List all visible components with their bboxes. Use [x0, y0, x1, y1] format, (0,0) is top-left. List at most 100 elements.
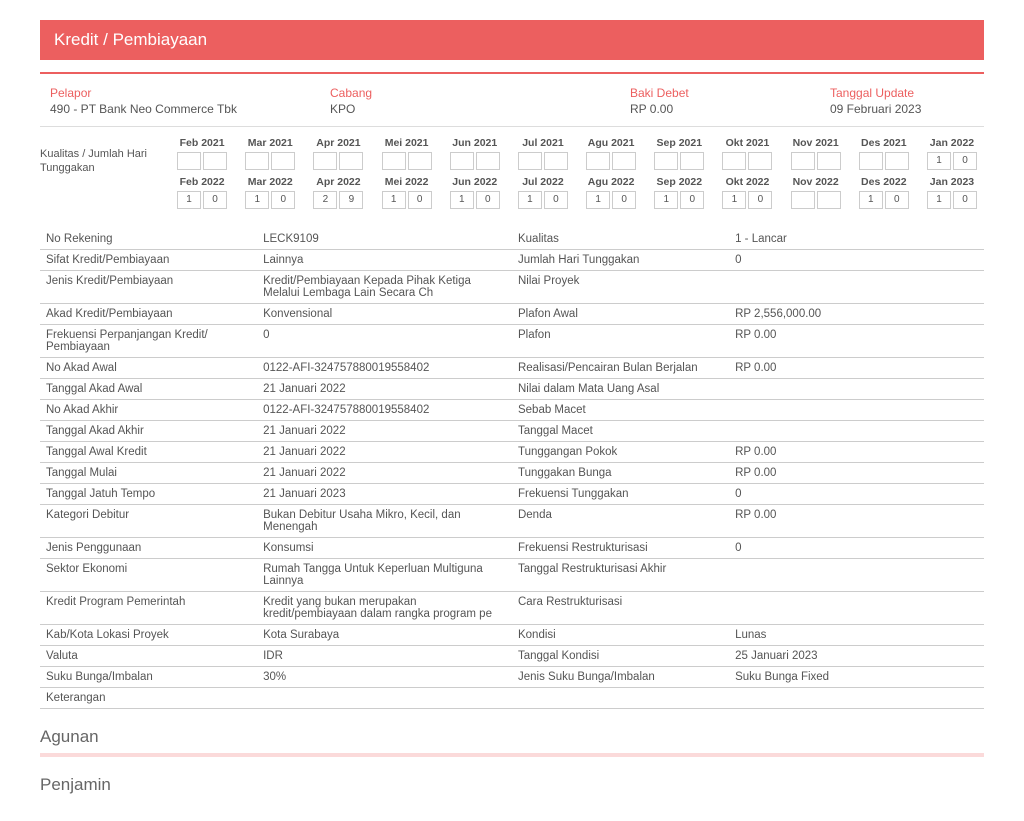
field-label: Jenis Penggunaan — [40, 538, 257, 559]
pelapor-value: 490 - PT Bank Neo Commerce Tbk — [50, 102, 330, 116]
days-cell: 0 — [408, 191, 432, 209]
field-label — [512, 688, 729, 709]
days-cell — [817, 152, 841, 170]
field-value: RP 2,556,000.00 — [729, 304, 984, 325]
field-label: Frekuensi Perpanjangan Kredit/ Pembiayaa… — [40, 325, 257, 358]
days-cell: 0 — [953, 152, 977, 170]
field-value: Konsumsi — [257, 538, 512, 559]
days-cell: 0 — [748, 191, 772, 209]
table-row: Tanggal Akad Awal21 Januari 2022Nilai da… — [40, 379, 984, 400]
field-value: 0 — [257, 325, 512, 358]
month-col: Okt 202210 — [715, 176, 779, 209]
field-label: Keterangan — [40, 688, 257, 709]
month-label: Agu 2022 — [579, 176, 643, 188]
history-row-label: Kualitas / Jumlah Hari Tunggakan — [40, 137, 170, 176]
section-header: Kredit / Pembiayaan — [40, 20, 984, 60]
field-label: Kondisi — [512, 625, 729, 646]
field-label: Sektor Ekonomi — [40, 559, 257, 592]
quality-cell — [791, 152, 815, 170]
month-label: Des 2022 — [852, 176, 916, 188]
month-label: Jun 2022 — [443, 176, 507, 188]
info-tanggal: Tanggal Update 09 Februari 2023 — [830, 86, 974, 116]
field-value — [729, 592, 984, 625]
baki-label: Baki Debet — [630, 86, 830, 100]
table-row: No Akad Awal0122-AFI-324757880019558402R… — [40, 358, 984, 379]
month-label: Apr 2021 — [306, 137, 370, 149]
month-col: Des 202210 — [852, 176, 916, 209]
field-label: Frekuensi Restrukturisasi — [512, 538, 729, 559]
field-label: No Akad Akhir — [40, 400, 257, 421]
table-row: Suku Bunga/Imbalan30%Jenis Suku Bunga/Im… — [40, 667, 984, 688]
month-label: Mar 2021 — [238, 137, 302, 149]
month-label: Des 2021 — [852, 137, 916, 149]
field-value: Suku Bunga Fixed — [729, 667, 984, 688]
month-label: Sep 2021 — [647, 137, 711, 149]
detail-table: No RekeningLECK9109Kualitas1 - LancarSif… — [40, 229, 984, 709]
quality-cell: 1 — [177, 191, 201, 209]
month-label: Nov 2022 — [784, 176, 848, 188]
field-label: Sebab Macet — [512, 400, 729, 421]
quality-cell — [177, 152, 201, 170]
quality-cell — [382, 152, 406, 170]
field-label: Realisasi/Pencairan Bulan Berjalan — [512, 358, 729, 379]
field-value: 21 Januari 2023 — [257, 484, 512, 505]
days-cell — [339, 152, 363, 170]
field-value: IDR — [257, 646, 512, 667]
field-label: Nilai Proyek — [512, 271, 729, 304]
quality-cell — [450, 152, 474, 170]
field-value: Kredit yang bukan merupakan kredit/pembi… — [257, 592, 512, 625]
field-value: 0 — [729, 484, 984, 505]
table-row: Sektor EkonomiRumah Tangga Untuk Keperlu… — [40, 559, 984, 592]
days-cell — [271, 152, 295, 170]
table-row: No Akad Akhir0122-AFI-324757880019558402… — [40, 400, 984, 421]
field-label: Cara Restrukturisasi — [512, 592, 729, 625]
field-value — [729, 688, 984, 709]
quality-cell — [654, 152, 678, 170]
baki-value: RP 0.00 — [630, 102, 830, 116]
quality-cell: 1 — [450, 191, 474, 209]
month-col: Jun 202210 — [443, 176, 507, 209]
field-value: 21 Januari 2022 — [257, 442, 512, 463]
field-label: Jenis Kredit/Pembiayaan — [40, 271, 257, 304]
info-baki: Baki Debet RP 0.00 — [630, 86, 830, 116]
month-label: Jun 2021 — [443, 137, 507, 149]
field-value: RP 0.00 — [729, 325, 984, 358]
field-value: 21 Januari 2022 — [257, 463, 512, 484]
field-label: Tanggal Mulai — [40, 463, 257, 484]
field-value: Rumah Tangga Untuk Keperluan Multiguna L… — [257, 559, 512, 592]
quality-cell: 1 — [382, 191, 406, 209]
table-row: Kab/Kota Lokasi ProyekKota SurabayaKondi… — [40, 625, 984, 646]
tanggal-value: 09 Februari 2023 — [830, 102, 974, 116]
days-cell — [612, 152, 636, 170]
field-label: Kualitas — [512, 229, 729, 250]
days-cell — [408, 152, 432, 170]
field-label: Tanggal Akad Akhir — [40, 421, 257, 442]
month-col: Mei 202210 — [375, 176, 439, 209]
month-label: Jul 2022 — [511, 176, 575, 188]
month-col: Feb 2021 — [170, 137, 234, 170]
field-label: Frekuensi Tunggakan — [512, 484, 729, 505]
quality-cell: 1 — [245, 191, 269, 209]
field-value — [729, 379, 984, 400]
field-label: Denda — [512, 505, 729, 538]
days-cell: 0 — [680, 191, 704, 209]
field-value: 0 — [729, 250, 984, 271]
table-row: Akad Kredit/PembiayaanKonvensionalPlafon… — [40, 304, 984, 325]
table-row: Kategori DebiturBukan Debitur Usaha Mikr… — [40, 505, 984, 538]
field-label: Akad Kredit/Pembiayaan — [40, 304, 257, 325]
field-value: 25 Januari 2023 — [729, 646, 984, 667]
field-label: Plafon — [512, 325, 729, 358]
quality-cell: 1 — [927, 152, 951, 170]
days-cell: 0 — [544, 191, 568, 209]
field-label: Tanggal Jatuh Tempo — [40, 484, 257, 505]
cabang-label: Cabang — [330, 86, 630, 100]
days-cell — [476, 152, 500, 170]
quality-cell: 1 — [586, 191, 610, 209]
month-label: Jan 2023 — [920, 176, 984, 188]
field-value: Lunas — [729, 625, 984, 646]
days-cell: 0 — [953, 191, 977, 209]
month-label: Nov 2021 — [784, 137, 848, 149]
field-value: Lainnya — [257, 250, 512, 271]
days-cell — [203, 152, 227, 170]
field-value: Bukan Debitur Usaha Mikro, Kecil, dan Me… — [257, 505, 512, 538]
